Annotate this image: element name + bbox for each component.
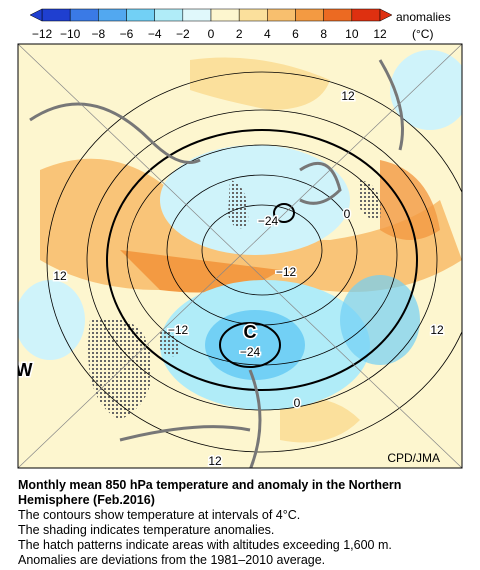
colorbar-label: −8 bbox=[91, 27, 105, 41]
cold-anomaly bbox=[390, 50, 462, 130]
colorbar-label: 4 bbox=[264, 27, 271, 41]
contour-label: 0 bbox=[294, 396, 301, 410]
caption-title: Monthly mean 850 hPa temperature and ano… bbox=[18, 478, 402, 507]
colorbar-segment bbox=[41, 8, 71, 22]
warm-anomaly bbox=[190, 57, 330, 110]
contour-label: −12 bbox=[276, 265, 297, 279]
caption-line: The contours show temperature at interva… bbox=[18, 508, 301, 522]
caption-line: Anomalies are deviations from the 1981–2… bbox=[18, 553, 326, 567]
colorbar-label: 10 bbox=[345, 27, 359, 41]
colorbar-segment bbox=[69, 8, 99, 22]
colorbar-label: 2 bbox=[236, 27, 243, 41]
highland-hatch bbox=[88, 318, 152, 420]
highland-hatch bbox=[228, 180, 249, 229]
coastlines bbox=[29, 59, 404, 468]
colorbar-segment bbox=[154, 8, 184, 22]
colorbar-arrow bbox=[29, 8, 43, 22]
colorbar-segment bbox=[351, 8, 381, 22]
colorbar-label: −6 bbox=[120, 27, 134, 41]
caption-line: The shading indicates temperature anomal… bbox=[18, 523, 275, 537]
colorbar-segment bbox=[126, 8, 155, 22]
warm-anomaly bbox=[380, 160, 440, 240]
contour-label: 0 bbox=[344, 207, 351, 221]
contour-label: −24 bbox=[258, 214, 279, 228]
contour-label: 12 bbox=[208, 454, 222, 468]
colorbar-label: 8 bbox=[320, 27, 327, 41]
colorbar-arrow bbox=[379, 8, 393, 22]
system-label: W bbox=[16, 360, 33, 380]
highland-hatch bbox=[358, 180, 381, 220]
colorbar-label: −4 bbox=[148, 27, 162, 41]
colorbar-segment bbox=[98, 8, 127, 22]
colorbar-label: 6 bbox=[292, 27, 299, 41]
colorbar-segment bbox=[267, 8, 296, 22]
cold-anomaly bbox=[18, 280, 85, 360]
colorbar-label: −2 bbox=[176, 27, 190, 41]
caption-line: The hatch patterns indicate areas with a… bbox=[18, 538, 392, 552]
colorbar-segment bbox=[182, 8, 212, 22]
contour-label: 12 bbox=[53, 269, 67, 283]
meridian bbox=[18, 44, 462, 468]
caption: Monthly mean 850 hPa temperature and ano… bbox=[18, 478, 458, 568]
cold-anomaly bbox=[340, 275, 420, 365]
colorbar-label: −10 bbox=[60, 27, 81, 41]
colorbar-segment bbox=[323, 8, 353, 22]
colorbar-segment bbox=[238, 8, 268, 22]
colorbar-label: −12 bbox=[32, 27, 53, 41]
map: 12 −24 −12 12 −12 −24 0 12 0 12 W C bbox=[16, 44, 462, 468]
figure: −12 −10 −8 −6 −4 −2 0 2 4 6 8 10 12 anomalies (°C) bbox=[16, 8, 463, 469]
colorbar-label: 12 bbox=[373, 27, 387, 41]
system-label: C bbox=[244, 322, 257, 342]
colorbar-title: anomalies bbox=[396, 10, 451, 24]
contour-label: −24 bbox=[240, 345, 261, 359]
map-frame bbox=[17, 43, 463, 469]
warm-anomaly bbox=[280, 397, 360, 443]
contour-label: −12 bbox=[168, 323, 189, 337]
colorbar-segment bbox=[295, 8, 324, 22]
credit: CPD/JMA bbox=[387, 451, 440, 465]
contour-label: 12 bbox=[430, 323, 444, 337]
contour-label: 12 bbox=[341, 89, 355, 103]
cold-anomaly bbox=[160, 145, 350, 255]
highland-hatch bbox=[158, 330, 180, 357]
contours bbox=[46, 71, 462, 453]
colorbar-segment bbox=[210, 8, 240, 22]
colorbar-label: 0 bbox=[208, 27, 215, 41]
colorbar-unit: (°C) bbox=[412, 27, 433, 41]
colorbar: −12 −10 −8 −6 −4 −2 0 2 4 6 8 10 12 bbox=[29, 8, 393, 41]
